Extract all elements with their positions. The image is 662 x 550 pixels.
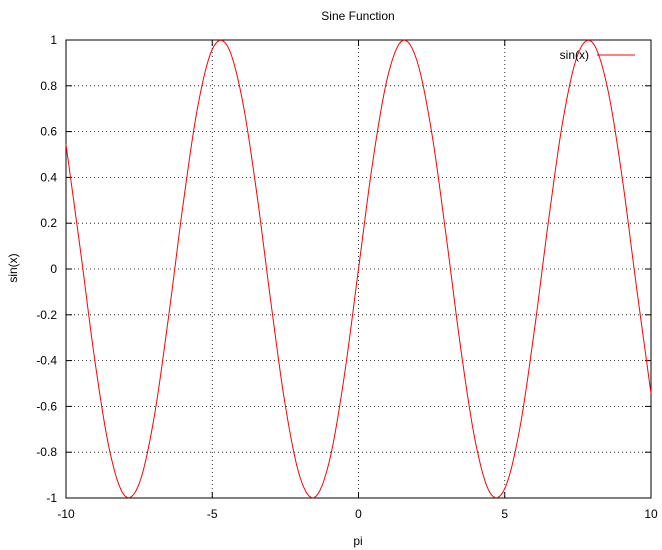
legend: sin(x) (560, 48, 635, 62)
y-tick-label: -0.8 (36, 445, 57, 459)
series-line-sin (65, 39, 652, 499)
y-tick-label: -0.4 (36, 354, 57, 368)
y-tick-label: -0.2 (36, 308, 57, 322)
x-tick-label: -10 (57, 507, 75, 521)
y-tick-label: 0.6 (40, 125, 57, 139)
plot-frame (65, 39, 652, 499)
y-tick-label: -1 (46, 491, 57, 505)
y-tick-label: 1 (50, 33, 57, 47)
x-tick-label: 0 (355, 507, 362, 521)
x-tick-label: 5 (501, 507, 508, 521)
y-tick-label: 0.8 (40, 79, 57, 93)
y-tick-label: 0 (50, 262, 57, 276)
x-axis-label: pi (353, 534, 362, 548)
y-tick-label: -0.6 (36, 399, 57, 413)
series-layer (65, 39, 652, 499)
y-tick-label: 0.4 (40, 170, 57, 184)
x-tick-label: -5 (207, 507, 218, 521)
y-axis-label: sin(x) (6, 253, 20, 282)
chart-title: Sine Function (321, 9, 394, 23)
x-tick-label: 10 (644, 507, 658, 521)
y-tick-label: 0.2 (40, 216, 57, 230)
tick-labels: -10 -5 0 5 10 -1 -0.8 -0.6 -0.4 -0.2 0 0.2 0.4 0.6 0.8… (36, 33, 658, 521)
legend-label-sin: sin(x) (560, 48, 589, 62)
